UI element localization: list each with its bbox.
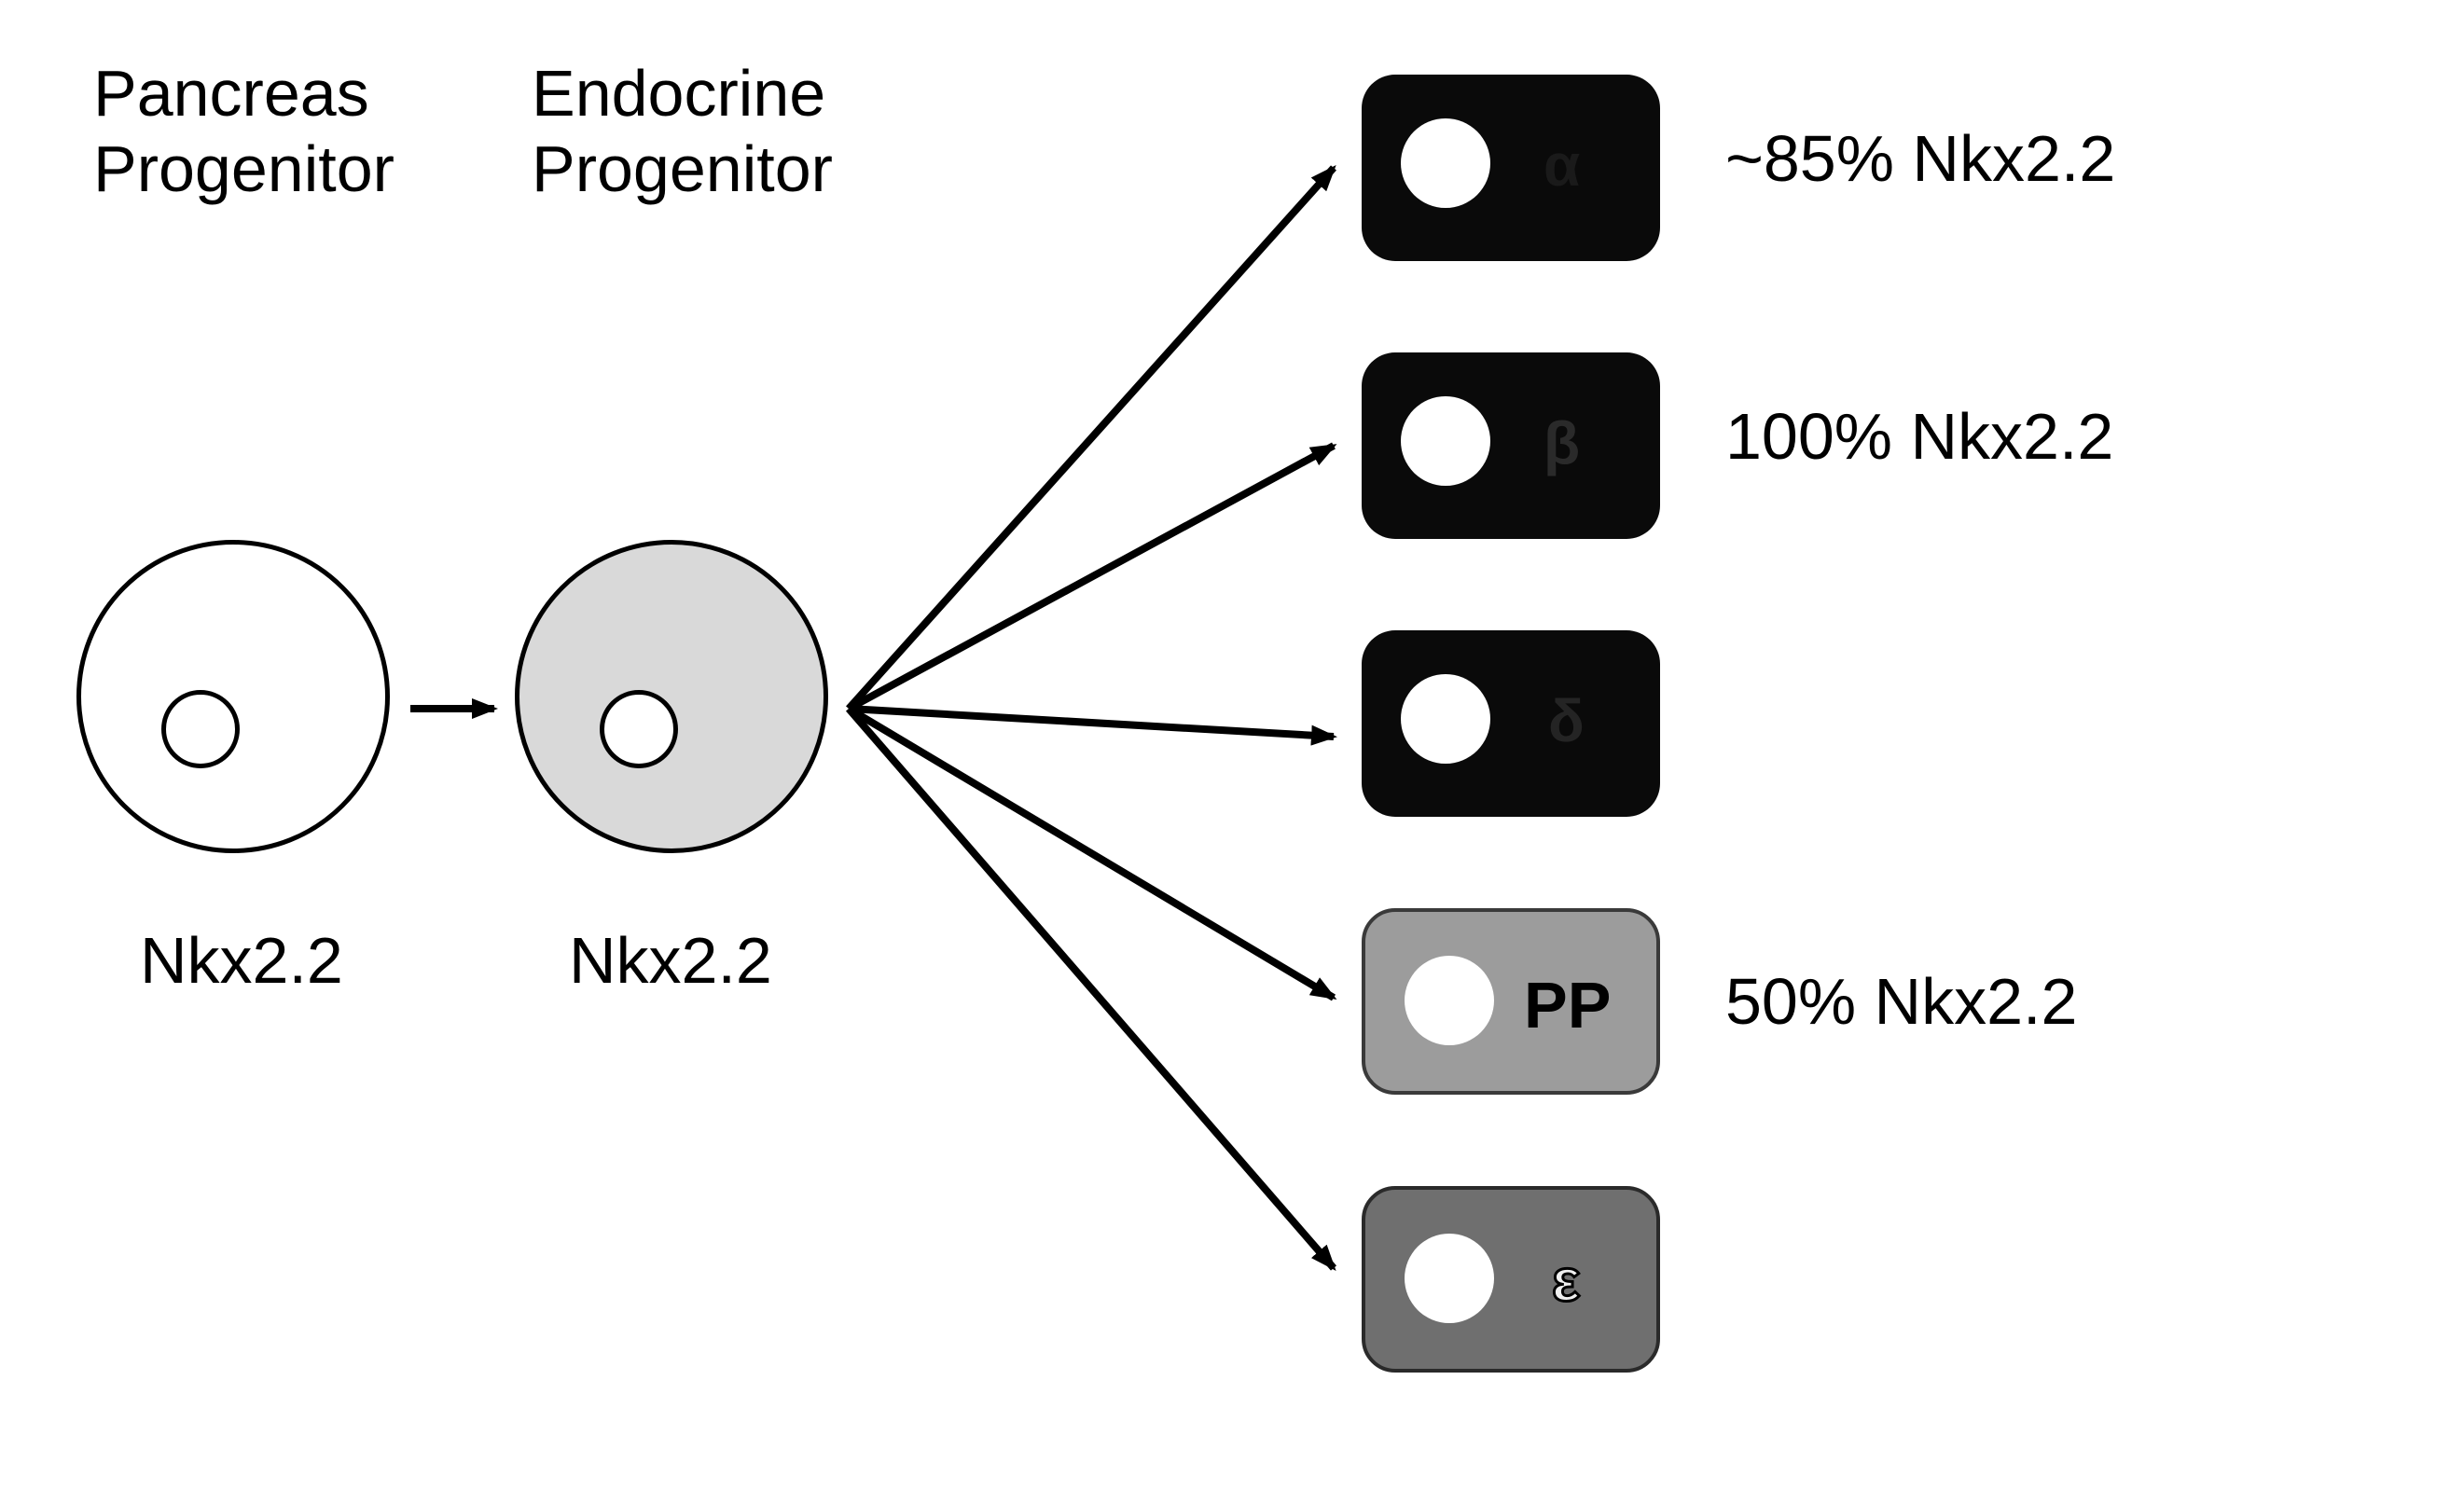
cell-pp: PP (1362, 908, 1660, 1095)
cell-delta-nucleus (1401, 674, 1490, 764)
endocrine-progenitor-label: Nkx2.2 (569, 923, 772, 999)
cell-alpha-symbol: α (1543, 131, 1580, 200)
cell-delta-symbol: δ (1548, 686, 1585, 755)
heading-endocrine-progenitor: Endocrine Progenitor (532, 56, 833, 206)
fan-arrow-1 (849, 168, 1334, 709)
endocrine-progenitor-nucleus (600, 690, 678, 768)
endocrine-progenitor-cell (515, 540, 828, 853)
diagram-stage: Pancreas Progenitor Endocrine Progenitor… (0, 0, 2464, 1504)
cell-alpha-nucleus (1401, 118, 1490, 208)
fan-arrow-4 (849, 709, 1334, 998)
fan-arrow-5 (849, 709, 1334, 1268)
cell-epsilon-nucleus (1405, 1234, 1494, 1323)
cell-alpha: α (1362, 75, 1660, 261)
pancreas-progenitor-nucleus (161, 690, 240, 768)
pancreas-progenitor-cell (76, 540, 390, 853)
cell-pp-nucleus (1405, 956, 1494, 1045)
cell-beta: β (1362, 352, 1660, 539)
cell-beta-nucleus (1401, 396, 1490, 486)
cell-beta-percent-label: 100% Nkx2.2 (1725, 399, 2113, 475)
fan-arrow-3 (849, 709, 1334, 737)
cell-alpha-percent-label: ~85% Nkx2.2 (1725, 121, 2115, 197)
pancreas-progenitor-label: Nkx2.2 (140, 923, 343, 999)
fan-arrow-2 (849, 446, 1334, 709)
cell-pp-percent-label: 50% Nkx2.2 (1725, 964, 2077, 1040)
cell-delta: δ (1362, 630, 1660, 817)
cell-pp-symbol: PP (1524, 968, 1611, 1042)
cell-epsilon-symbol: ε (1552, 1246, 1580, 1315)
cell-epsilon: ε (1362, 1186, 1660, 1373)
heading-pancreas-progenitor: Pancreas Progenitor (93, 56, 395, 206)
cell-beta-symbol: β (1543, 408, 1580, 477)
